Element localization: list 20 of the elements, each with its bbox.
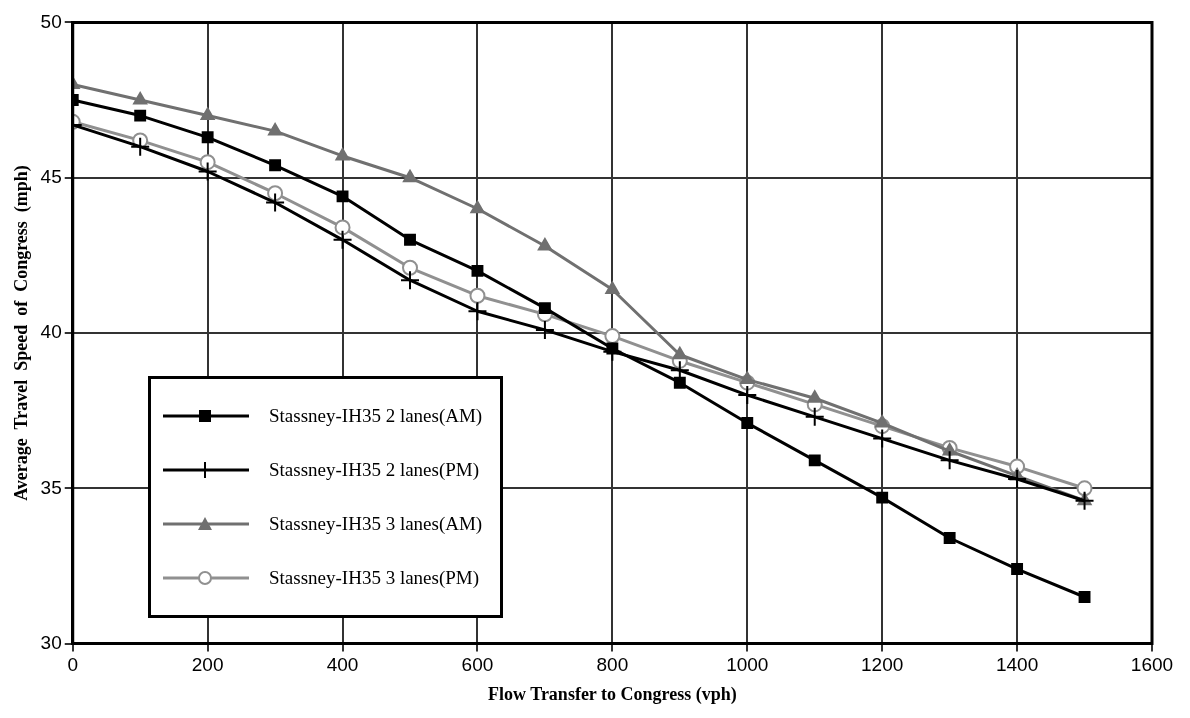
x-tick-label: 200 bbox=[191, 654, 224, 676]
y-tick-label: 45 bbox=[40, 165, 62, 187]
x-tick-label: 1400 bbox=[995, 654, 1039, 676]
x-tick-label: 800 bbox=[596, 654, 629, 676]
x-axis-title: Flow Transfer to Congress (vph) bbox=[488, 683, 737, 705]
y-tick-label: 35 bbox=[40, 476, 62, 498]
y-tick-label: 50 bbox=[40, 10, 62, 32]
x-tick-label: 1600 bbox=[1130, 654, 1174, 676]
x-tick-label: 1200 bbox=[861, 654, 904, 676]
x-tick-label: 0 bbox=[67, 654, 79, 676]
x-tick-label: 600 bbox=[461, 654, 494, 676]
y-tick-label: 30 bbox=[40, 631, 62, 653]
legend-label: Stassney-IH35 2 lanes(PM) bbox=[269, 459, 480, 481]
legend-label: Stassney-IH35 3 lanes(PM) bbox=[269, 567, 480, 589]
legend-label: Stassney-IH35 2 lanes(AM) bbox=[269, 405, 483, 427]
x-tick-label: 1000 bbox=[726, 654, 769, 676]
x-tick-label: 400 bbox=[326, 654, 359, 676]
y-tick-label: 40 bbox=[40, 321, 62, 343]
y-axis-title: Average Travel Speed of Congress (mph) bbox=[11, 165, 33, 501]
legend-label: Stassney-IH35 3 lanes(AM) bbox=[269, 513, 483, 535]
